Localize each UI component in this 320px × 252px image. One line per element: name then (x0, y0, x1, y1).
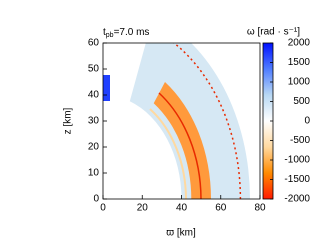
y-tick-label: 60 (88, 38, 100, 49)
colorbar-tick-label: 2000 (288, 38, 311, 49)
colorbar-label: ω [rad · s⁻¹] (247, 27, 300, 38)
colorbar-tick-label: 1000 (288, 77, 311, 88)
y-tick-label: 0 (93, 194, 99, 205)
title-symbol: t (103, 27, 106, 38)
heatmap-field (103, 43, 250, 199)
colorbar-tick-label: -1000 (284, 155, 310, 166)
colorbar-tick-label: 0 (304, 116, 310, 127)
x-tick-label: 20 (137, 203, 149, 214)
title-subscript: pb (106, 32, 114, 39)
shear-stripe (149, 108, 187, 199)
y-tick-label: 40 (88, 90, 100, 101)
x-tick-label: 80 (254, 203, 266, 214)
colorbar-tick-label: -1500 (284, 174, 310, 185)
y-tick-label: 10 (88, 168, 100, 179)
outer-shell (172, 43, 242, 199)
y-axis-label: z [km] (63, 107, 74, 134)
colorbar-tick-label: -2000 (284, 194, 310, 205)
colorbar-tick-label: 1500 (288, 57, 311, 68)
polar-vortex (103, 75, 110, 101)
colorbar-tick-label: -500 (290, 135, 310, 146)
title-text: =7.0 ms (114, 27, 150, 38)
x-tick-label: 0 (100, 203, 106, 214)
y-tick-label: 30 (88, 116, 100, 127)
x-tick-label: 40 (176, 203, 188, 214)
x-tick-label: 60 (215, 203, 227, 214)
shear-stripe (158, 92, 202, 199)
y-tick-label: 20 (88, 142, 100, 153)
shear-band (153, 82, 211, 199)
colorbar-tick-label: 500 (293, 96, 310, 107)
x-axis-label: ϖ [km] (166, 228, 196, 239)
y-tick-label: 50 (88, 64, 100, 75)
chart-title: tpb=7.0 ms (103, 27, 149, 39)
